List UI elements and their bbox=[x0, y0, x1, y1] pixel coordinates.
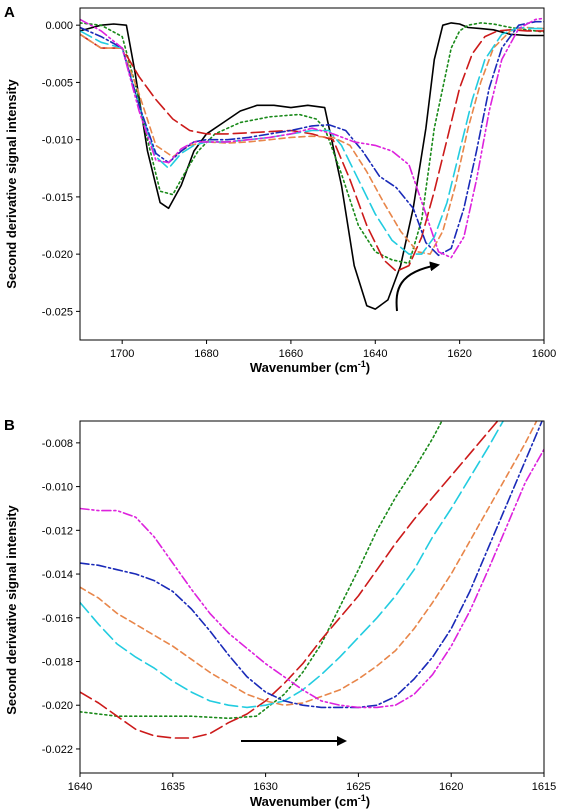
panel-a-y-tick-label: -0.010 bbox=[42, 135, 73, 147]
panel-b-x-tick-label: 1635 bbox=[161, 781, 185, 793]
panel-a-x-tick-label: 1680 bbox=[194, 348, 218, 360]
panel-b-x-tick-label: 1625 bbox=[346, 781, 370, 793]
panel-b-series-line-4 bbox=[80, 421, 505, 709]
panel-a-series-group bbox=[80, 17, 544, 310]
panel-a-x-tick-label: 1640 bbox=[363, 348, 387, 360]
panel-a-y-axis-label: Second derivative signal intensity bbox=[4, 78, 19, 288]
panel-b-y-tick-label: -0.022 bbox=[42, 744, 73, 756]
panel-a-y-tick-label: -0.025 bbox=[42, 306, 73, 318]
panel-a-x-tick-label: 1700 bbox=[110, 348, 134, 360]
panel-b-y-tick-label: -0.008 bbox=[42, 438, 73, 450]
panel-b-y-axis-label: Second derivative signal intensity bbox=[4, 504, 19, 714]
panel-b-series-line-5 bbox=[80, 421, 543, 709]
panel-b-series-line-2 bbox=[80, 421, 499, 739]
panel-a-frame bbox=[79, 7, 545, 341]
panel-b-x-tick-label: 1620 bbox=[439, 781, 463, 793]
panel-b-x-axis-label-end: ) bbox=[366, 794, 370, 809]
panel-b-x-tick-label: 1615 bbox=[532, 781, 556, 793]
panel-b-x-axis-label-main: Wavenumber (cm bbox=[250, 794, 358, 809]
panel-a-x-axis-label-main: Wavenumber (cm bbox=[250, 360, 358, 375]
panel-b-x-axis-label-sup: -1 bbox=[358, 793, 366, 803]
panel-a-series-line-4 bbox=[80, 26, 544, 255]
panel-a-label: A bbox=[4, 4, 15, 21]
panel-b-series-line-3 bbox=[80, 421, 538, 707]
panel-a: A 0.000 -0.005 -0.010 -0.015 -0.020 -0.025 170… bbox=[4, 4, 556, 375]
panel-b-x-tick-label: 1630 bbox=[253, 781, 277, 793]
panel-b-x-tick-label: 1640 bbox=[68, 781, 92, 793]
panel-a-x-tick-label: 1620 bbox=[447, 348, 471, 360]
panel-b-y-tick-label: -0.016 bbox=[42, 613, 73, 625]
panel-a-series-line-1 bbox=[80, 22, 544, 310]
panel-b-y-tick-label: -0.014 bbox=[42, 569, 73, 581]
panel-a-y-tick-label: -0.020 bbox=[42, 249, 73, 261]
panel-a-plot-area: 0.000 -0.005 -0.010 -0.015 -0.020 -0.025 1700 1… bbox=[42, 7, 556, 360]
panel-a-y-tick-label: -0.015 bbox=[42, 192, 73, 204]
panel-b-y-tick-label: -0.020 bbox=[42, 700, 73, 712]
panel-a-series-line-3 bbox=[80, 28, 544, 273]
panel-a-x-tick-label: 1600 bbox=[532, 348, 556, 360]
panel-a-series-line-5 bbox=[80, 26, 544, 255]
panel-a-arrow-annotation bbox=[395, 261, 440, 312]
panel-b-frame bbox=[79, 420, 545, 774]
panel-b-series-group bbox=[80, 421, 544, 739]
panel-b-y-tick-label: -0.012 bbox=[42, 525, 73, 537]
panel-a-x-tick-label: 1660 bbox=[279, 348, 303, 360]
panel-b-x-axis-label: Wavenumber (cm-1) bbox=[250, 793, 370, 809]
panel-a-x-axis-label-sup: -1 bbox=[358, 359, 366, 369]
panel-a-x-axis-label-end: ) bbox=[366, 360, 370, 375]
panel-a-y-tick-label: 0.000 bbox=[45, 20, 73, 32]
panel-b-plot-area: -0.008 -0.010 -0.012 -0.014 -0.016 -0.018 -0.0… bbox=[42, 420, 556, 793]
panel-b-label: B bbox=[4, 417, 15, 434]
panel-a-series-line-7 bbox=[80, 17, 544, 259]
panel-a-series-line-6 bbox=[80, 20, 544, 257]
panel-b-y-tick-label: -0.010 bbox=[42, 482, 73, 494]
panel-a-y-tick-label: -0.005 bbox=[42, 77, 73, 89]
panel-b-series-line-1 bbox=[80, 421, 443, 720]
panel-a-x-axis-label: Wavenumber (cm-1) bbox=[250, 359, 370, 375]
panel-b-series-line-6 bbox=[80, 448, 544, 709]
panel-b-y-tick-label: -0.018 bbox=[42, 656, 73, 668]
panel-a-series-line-2 bbox=[80, 22, 544, 265]
panel-b: B -0.008-0.010-0.012-0.014-0.016-0.018-0… bbox=[4, 417, 556, 809]
